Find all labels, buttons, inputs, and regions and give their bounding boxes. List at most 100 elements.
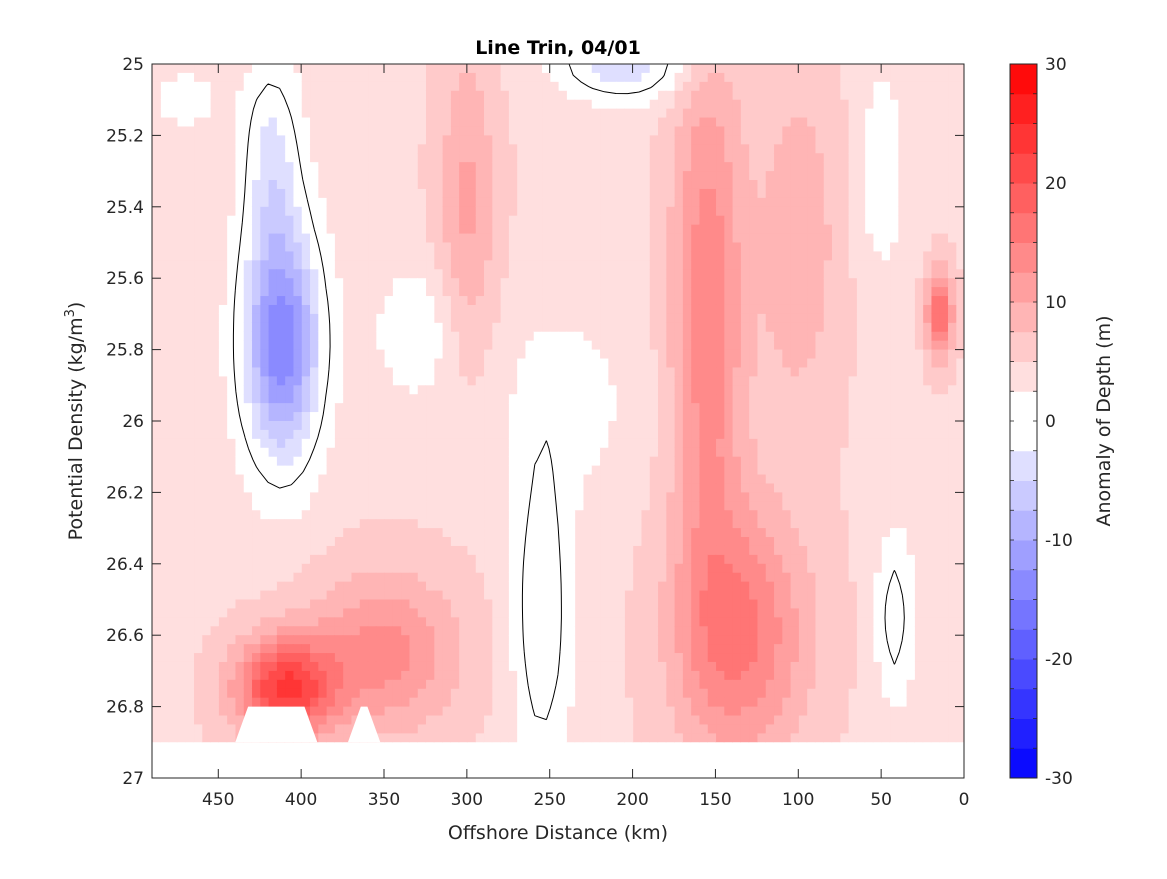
field-cell bbox=[193, 474, 203, 485]
field-cell bbox=[193, 429, 203, 440]
field-cell bbox=[210, 180, 219, 190]
field-cell bbox=[541, 304, 551, 315]
field-cell bbox=[732, 108, 741, 119]
field-cell bbox=[317, 492, 327, 502]
field-cell bbox=[698, 340, 708, 351]
field-cell bbox=[591, 304, 601, 315]
field-cell bbox=[806, 99, 816, 110]
field-cell bbox=[558, 135, 567, 145]
field-cell bbox=[707, 465, 717, 476]
field-cell bbox=[425, 206, 435, 217]
field-cell bbox=[400, 358, 410, 369]
field-cell bbox=[251, 367, 261, 377]
field-cell bbox=[168, 483, 178, 493]
field-cell bbox=[715, 510, 725, 520]
field-cell bbox=[176, 99, 186, 110]
field-cell bbox=[765, 385, 775, 395]
field-cell bbox=[914, 233, 924, 244]
field-cell bbox=[276, 340, 286, 351]
field-cell bbox=[168, 197, 178, 208]
field-cell bbox=[906, 510, 915, 520]
field-cell bbox=[400, 171, 410, 181]
field-cell bbox=[624, 251, 634, 261]
field-cell bbox=[201, 90, 211, 101]
field-cell bbox=[218, 349, 228, 360]
field-cell bbox=[649, 233, 659, 244]
field-cell bbox=[649, 188, 659, 199]
field-cell bbox=[649, 260, 659, 270]
field-cell bbox=[251, 340, 261, 351]
field-cell bbox=[334, 340, 344, 351]
field-cell bbox=[417, 171, 427, 181]
field-cell bbox=[881, 260, 891, 270]
field-cell bbox=[491, 72, 501, 83]
field-cell bbox=[773, 367, 783, 377]
field-cell bbox=[160, 90, 170, 101]
field-cell bbox=[450, 117, 460, 128]
field-cell bbox=[243, 501, 253, 511]
field-cell bbox=[359, 180, 369, 190]
field-cell bbox=[881, 72, 891, 83]
field-cell bbox=[243, 358, 253, 369]
field-cell bbox=[756, 331, 766, 342]
field-cell bbox=[798, 296, 808, 306]
field-cell bbox=[723, 429, 733, 440]
field-cell bbox=[425, 492, 435, 502]
field-cell bbox=[599, 465, 609, 476]
field-cell bbox=[375, 296, 385, 306]
field-cell bbox=[210, 81, 219, 92]
field-cell bbox=[955, 385, 964, 395]
field-cell bbox=[889, 180, 899, 190]
field-cell bbox=[259, 72, 269, 83]
field-cell bbox=[624, 188, 634, 199]
field-cell bbox=[168, 465, 178, 476]
field-cell bbox=[790, 287, 799, 297]
field-cell bbox=[640, 64, 650, 74]
field-cell bbox=[823, 233, 833, 244]
field-cell bbox=[350, 135, 360, 145]
field-cell bbox=[649, 376, 659, 386]
field-cell bbox=[201, 296, 211, 306]
field-cell bbox=[574, 278, 584, 288]
field-cell bbox=[375, 188, 385, 199]
field-cell bbox=[889, 296, 899, 306]
field-cell bbox=[375, 90, 385, 101]
field-cell bbox=[582, 72, 592, 83]
field-cell bbox=[773, 304, 783, 315]
field-cell bbox=[160, 72, 170, 83]
field-cell bbox=[806, 358, 816, 369]
field-cell bbox=[450, 501, 460, 511]
field-cell bbox=[334, 456, 344, 467]
field-cell bbox=[342, 81, 352, 92]
field-cell bbox=[839, 242, 849, 253]
field-cell bbox=[326, 412, 335, 422]
field-cell bbox=[168, 251, 178, 261]
field-cell bbox=[500, 162, 509, 172]
field-cell bbox=[384, 358, 393, 369]
field-cell bbox=[748, 251, 758, 261]
field-cell bbox=[284, 251, 294, 261]
field-cell bbox=[516, 456, 526, 467]
field-cell bbox=[698, 188, 708, 199]
field-cell bbox=[508, 394, 518, 404]
field-cell bbox=[524, 153, 534, 163]
field-cell bbox=[442, 304, 451, 315]
field-cell bbox=[558, 251, 567, 261]
field-cell bbox=[309, 206, 319, 217]
field-cell bbox=[334, 447, 344, 458]
field-cell bbox=[690, 197, 700, 208]
field-cell bbox=[914, 376, 924, 386]
field-cell bbox=[922, 421, 932, 431]
field-cell bbox=[765, 90, 775, 101]
field-cell bbox=[856, 340, 866, 351]
field-cell bbox=[740, 260, 750, 270]
field-cell bbox=[193, 171, 203, 181]
field-cell bbox=[317, 251, 327, 261]
field-cell bbox=[947, 135, 957, 145]
field-cell bbox=[773, 429, 783, 440]
field-cell bbox=[881, 251, 891, 261]
field-cell bbox=[624, 171, 634, 181]
field-cell bbox=[856, 322, 866, 333]
field-cell bbox=[690, 483, 700, 493]
field-cell bbox=[872, 358, 882, 369]
